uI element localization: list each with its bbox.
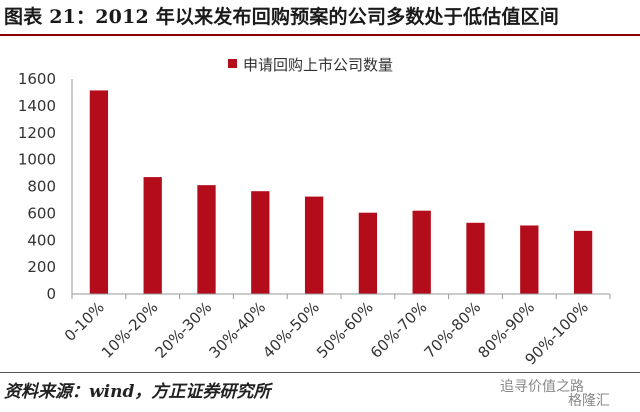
legend: 申请回购上市公司数量 [228,56,393,74]
bar [358,212,378,294]
x-axis: 0-10%10%-20%20%-30%30%-40%40%-50%50%-60%… [61,293,611,369]
bar [573,230,593,294]
bar [412,210,431,294]
y-tick-label: 200 [27,258,56,276]
x-tick-label: 40%-50% [259,298,323,362]
title-divider [0,34,640,36]
y-tick-label: 1200 [18,124,56,142]
y-tick-label: 800 [27,178,56,196]
source-divider [0,372,640,373]
x-tick-label: 10%-20% [98,298,162,362]
x-tick-label: 20%-30% [152,298,216,362]
x-tick-label: 70%-80% [421,298,485,362]
y-tick-label: 600 [27,204,56,222]
watermark-text-2: 格隆汇 [568,393,610,409]
bar [197,185,216,294]
watermark: 追寻价值之路 格隆汇 [482,378,636,409]
y-tick-label: 1600 [18,70,56,88]
y-tick-label: 400 [27,231,56,249]
bars [89,90,593,294]
bar-chart: 申请回购上市公司数量 0 200 400 600 800 1000 1200 1400 1600… [18,56,611,369]
watermark-text-1: 追寻价值之路 [500,379,584,395]
bar [251,191,270,294]
x-tick-label: 60%-70% [367,298,431,362]
bar [466,222,485,294]
y-tick-label: 1000 [18,151,56,169]
x-tick-label: 30%-40% [205,298,269,362]
chart-title: 图表 21：2012 年以来发布回购预案的公司多数处于低估值区间 [4,6,559,28]
legend-swatch [228,59,237,68]
source-note: 资料来源：wind，方正证券研究所 [4,382,271,402]
bar [520,225,539,294]
y-tick-label: 1400 [18,97,56,115]
bar [143,177,162,294]
y-axis: 0 200 400 600 800 1000 1200 1400 1600 [18,70,73,303]
bar [304,196,324,294]
bar [89,90,109,294]
x-tick-label: 0-10% [61,298,108,345]
x-tick-label: 50%-60% [313,298,377,362]
legend-label: 申请回购上市公司数量 [243,56,393,74]
y-tick-label: 0 [46,285,56,303]
